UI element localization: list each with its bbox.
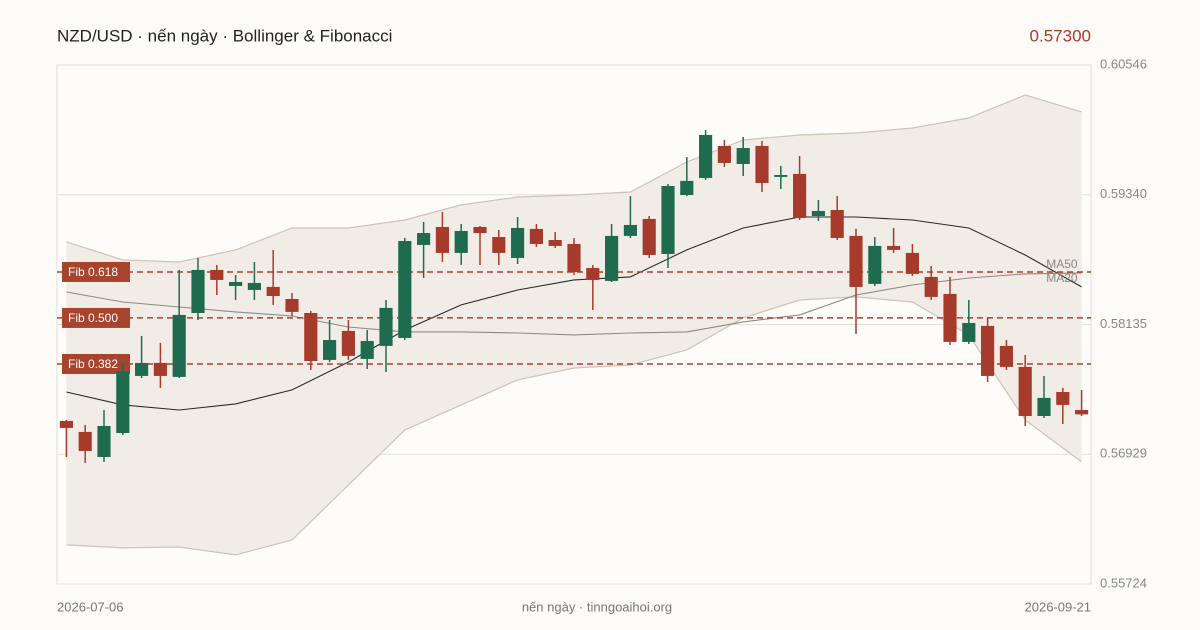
moving-average xyxy=(66,272,1082,336)
candle-body xyxy=(962,322,976,342)
candle-body xyxy=(1037,397,1051,416)
candle-body xyxy=(529,228,543,244)
candle-body xyxy=(1075,409,1089,415)
candle-body xyxy=(398,240,412,338)
last-price: 0.57300 xyxy=(1030,26,1091,45)
candle-body xyxy=(567,243,581,272)
candle-body xyxy=(830,209,844,238)
candle-body xyxy=(605,235,619,281)
bollinger-band xyxy=(66,95,1082,555)
candle-body xyxy=(323,339,337,360)
candle-body xyxy=(191,269,205,313)
y-tick-label: 0.59340 xyxy=(1100,186,1147,201)
candle-body xyxy=(661,185,675,255)
candle-body xyxy=(78,431,92,451)
candle-body xyxy=(849,235,863,287)
y-tick-label: 0.56929 xyxy=(1100,446,1147,461)
candle-body xyxy=(473,226,487,234)
moving-average xyxy=(66,216,1082,411)
candle-body xyxy=(586,267,600,280)
candle-body xyxy=(247,282,261,290)
candle-body xyxy=(59,420,73,428)
footer: nến ngày · tinngoaihoi.org xyxy=(522,599,672,614)
chart-title: NZD/USD · nến ngày · Bollinger & Fibonac… xyxy=(57,26,392,45)
band-lower xyxy=(66,296,1082,556)
candle-body xyxy=(229,281,243,286)
candle-body xyxy=(699,134,713,179)
candle-body xyxy=(887,245,901,250)
candle-body xyxy=(210,269,224,280)
candle-body xyxy=(360,340,374,359)
fib-label-box xyxy=(62,307,130,328)
candle-body xyxy=(1056,391,1070,405)
candle-body xyxy=(717,145,731,163)
candle-body xyxy=(492,236,506,253)
candle-body xyxy=(623,224,637,236)
candle-body xyxy=(285,298,299,312)
ma-label: MA20 xyxy=(1046,271,1078,285)
candle-body xyxy=(755,145,769,183)
candle-body xyxy=(304,312,318,361)
candle-body xyxy=(774,174,788,177)
candle-body xyxy=(135,362,149,376)
y-tick-label: 0.55724 xyxy=(1100,575,1147,590)
y-tick-label: 0.58135 xyxy=(1100,316,1147,331)
candle-body xyxy=(266,286,280,296)
candle-body xyxy=(924,276,938,297)
candle-body xyxy=(981,325,995,376)
candle-body xyxy=(97,425,111,457)
candle-body xyxy=(868,245,882,284)
candle-body xyxy=(511,227,525,258)
candle-body xyxy=(435,226,449,253)
candle-body xyxy=(379,307,393,346)
candle-body xyxy=(172,314,186,377)
candle-body xyxy=(548,240,562,246)
fib-label: Fib 0.500 xyxy=(68,311,118,325)
candle-body xyxy=(341,330,355,356)
fib-label-box xyxy=(62,261,130,282)
candle-body xyxy=(454,230,468,253)
candle-body xyxy=(116,370,130,433)
candle-body xyxy=(793,173,807,218)
candle-body xyxy=(1018,366,1032,416)
fib-label-box xyxy=(62,354,130,375)
candle-body xyxy=(905,252,919,274)
candle-body xyxy=(943,293,957,342)
candle-body xyxy=(642,218,656,255)
ma-label: MA50 xyxy=(1046,257,1078,271)
candle-body xyxy=(999,345,1013,367)
candle-body xyxy=(680,180,694,196)
band-upper xyxy=(66,94,1082,263)
fib-label: Fib 0.618 xyxy=(68,265,118,279)
candle-body xyxy=(153,362,167,376)
y-tick-label: 0.60546 xyxy=(1100,56,1147,71)
candle-body xyxy=(417,233,431,245)
candle-body xyxy=(811,210,825,217)
candle-body xyxy=(736,147,750,165)
x-tick-label: 2026-07-06 xyxy=(57,599,124,614)
fib-label: Fib 0.382 xyxy=(68,357,118,371)
x-tick-label: 2026-09-21 xyxy=(1025,599,1092,614)
